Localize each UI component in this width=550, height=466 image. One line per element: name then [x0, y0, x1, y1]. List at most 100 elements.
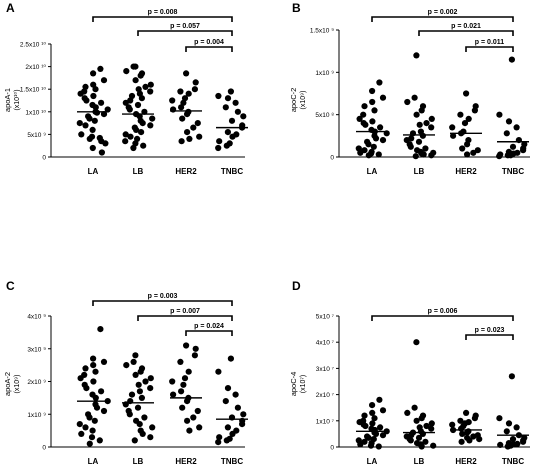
data-point — [126, 106, 133, 113]
data-point — [83, 97, 90, 104]
data-point — [428, 152, 435, 159]
data-point — [179, 404, 186, 411]
data-point — [413, 52, 420, 59]
data-point — [90, 378, 97, 385]
data-point — [365, 152, 372, 159]
p-value-label: p = 0.021 — [451, 23, 481, 30]
y-tick-label: 1x10 ¹⁰ — [25, 109, 46, 116]
data-point — [375, 443, 382, 450]
data-point — [142, 83, 149, 90]
panel-letter: B — [292, 1, 301, 15]
data-point — [76, 120, 83, 127]
data-point — [142, 378, 149, 385]
p-value-label: p = 0.003 — [148, 293, 178, 300]
x-tick-label: HER2 — [175, 457, 197, 466]
data-point — [223, 142, 230, 149]
y-tick-label: 5x10 ⁹ — [27, 132, 46, 139]
data-point — [376, 79, 383, 86]
data-point — [134, 101, 142, 109]
y-tick-label: 1.5x10 ⁹ — [310, 28, 334, 35]
data-point — [86, 135, 93, 142]
data-point — [505, 420, 513, 427]
data-point — [234, 404, 241, 411]
data-point — [466, 437, 473, 444]
data-point — [357, 441, 364, 448]
data-point — [132, 77, 139, 84]
data-point — [458, 438, 465, 445]
data-point — [196, 424, 203, 431]
data-point — [191, 86, 198, 93]
data-point — [513, 424, 520, 431]
data-point — [357, 149, 364, 156]
data-point — [78, 131, 85, 138]
data-point — [420, 151, 427, 158]
data-point — [407, 143, 414, 150]
data-point — [96, 437, 103, 444]
data-point — [104, 106, 111, 113]
data-point — [136, 388, 143, 395]
data-point — [369, 118, 376, 125]
data-point — [232, 391, 239, 398]
data-point — [215, 439, 222, 446]
data-point — [184, 417, 191, 424]
data-point — [224, 129, 231, 136]
data-point — [130, 144, 137, 152]
data-point — [457, 111, 464, 118]
data-point — [215, 92, 222, 100]
data-point — [365, 141, 372, 148]
data-point — [136, 421, 143, 428]
data-point — [83, 385, 90, 392]
data-point — [503, 130, 510, 137]
y-tick-label: 3x10 ⁷ — [316, 366, 335, 373]
data-point — [132, 352, 139, 359]
data-point — [190, 124, 197, 131]
data-point — [470, 149, 477, 156]
data-point — [463, 90, 470, 97]
data-point — [126, 411, 133, 418]
data-point — [371, 107, 378, 114]
y-tick-label: 4x10 ⁷ — [316, 340, 335, 347]
data-point — [428, 425, 435, 432]
data-point — [169, 97, 176, 104]
data-point — [412, 153, 419, 160]
data-point — [461, 120, 469, 127]
y-axis-label: apoA-1 — [3, 88, 12, 112]
data-point — [369, 98, 376, 106]
data-point — [496, 415, 503, 422]
data-point — [102, 140, 109, 147]
data-point — [76, 421, 83, 428]
data-point — [240, 113, 247, 120]
y-tick-label: 0 — [42, 155, 46, 162]
panel-letter: D — [292, 279, 301, 293]
data-point — [215, 144, 222, 152]
data-point — [377, 424, 384, 431]
data-point — [138, 129, 145, 136]
data-point — [361, 412, 368, 419]
data-point — [428, 124, 435, 131]
y-tick-label: 2x10 ⁷ — [316, 392, 335, 399]
y-tick-label: 0 — [42, 445, 46, 452]
data-point — [465, 115, 472, 122]
data-point — [137, 72, 144, 79]
data-point — [192, 79, 199, 86]
p-value-label: p = 0.024 — [194, 323, 224, 330]
significance-bracket — [371, 16, 514, 22]
data-point — [418, 107, 425, 114]
y-tick-label: 3x10 ⁹ — [27, 346, 46, 353]
x-tick-label: TNBC — [221, 457, 243, 466]
data-point — [177, 358, 184, 365]
data-point — [508, 373, 515, 380]
data-point — [147, 81, 154, 88]
data-point — [379, 94, 387, 101]
x-tick-label: LA — [367, 457, 378, 466]
significance-bracket — [137, 30, 233, 36]
data-point — [185, 90, 192, 97]
data-point — [474, 147, 481, 154]
data-point — [508, 56, 515, 63]
data-point — [133, 126, 140, 133]
p-value-label: p = 0.006 — [428, 308, 458, 315]
data-point — [82, 424, 89, 431]
data-point — [367, 442, 375, 449]
data-point — [98, 388, 105, 395]
